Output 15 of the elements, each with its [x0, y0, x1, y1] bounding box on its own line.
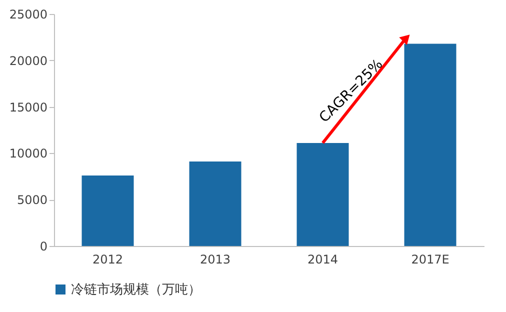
y-tick-label: 15000 [9, 100, 48, 114]
y-tick-label: 0 [40, 240, 48, 254]
y-tick-label: 25000 [9, 8, 48, 22]
x-tick-label: 2012 [92, 252, 124, 266]
x-tick-label: 2017E [411, 252, 450, 266]
bar [296, 142, 349, 246]
bar [82, 175, 134, 246]
bar [404, 44, 456, 246]
x-tick-label: 2014 [307, 252, 338, 266]
legend-label: 冷链市场规模（万吨） [71, 282, 201, 298]
y-tick-label: 10000 [9, 146, 48, 161]
y-tick-label: 5000 [16, 193, 48, 208]
bar [189, 162, 242, 246]
y-tick-label: 20000 [9, 54, 48, 68]
x-tick-label: 2013 [200, 252, 231, 266]
